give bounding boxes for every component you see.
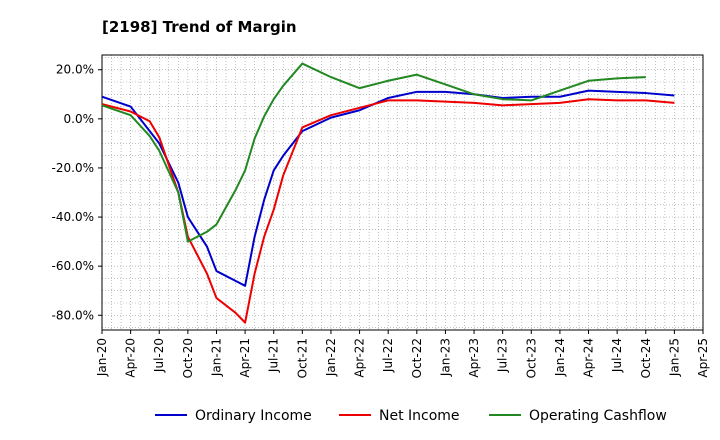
- legend-label: Ordinary Income: [195, 408, 312, 424]
- x-tick-label: Apr-24: [582, 338, 596, 378]
- x-tick-label: Apr-22: [353, 338, 367, 378]
- x-tick-label: Oct-21: [295, 338, 309, 378]
- x-tick-label: Jul-22: [381, 338, 395, 373]
- y-tick-label: 0.0%: [64, 112, 95, 126]
- x-tick-label: Jan-22: [324, 338, 338, 377]
- plot-area: 20.0% 0.0% -20.0% -40.0% -60.0% -80.0% Jan-20 A…: [52, 54, 710, 378]
- x-tick-label: Jan-23: [438, 338, 452, 377]
- y-tick-label: -40.0%: [52, 210, 94, 224]
- x-tick-label: Jul-23: [496, 338, 510, 373]
- x-tick-label: Apr-23: [467, 338, 481, 378]
- x-tick-label: Oct-24: [639, 338, 653, 378]
- x-tick-label: Apr-25: [696, 338, 710, 378]
- chart-title: [2198] Trend of Margin: [102, 18, 297, 36]
- legend-label: Net Income: [379, 408, 460, 424]
- x-tick-label: Jan-20: [95, 338, 109, 377]
- y-tick-label: -60.0%: [52, 259, 94, 273]
- x-tick-label: Jul-21: [267, 338, 281, 373]
- x-tick-label: Oct-22: [410, 338, 424, 378]
- x-tick-label: Apr-20: [124, 338, 138, 378]
- series-line-operating-cashflow: [101, 62, 646, 243]
- x-tick-label: Jan-25: [667, 338, 681, 377]
- legend-label: Operating Cashflow: [529, 408, 667, 424]
- x-tick-label: Jan-21: [209, 338, 223, 377]
- x-tick-label: Jan-24: [553, 338, 567, 377]
- y-tick-label: 20.0%: [56, 63, 94, 77]
- y-tick-label: -80.0%: [52, 308, 94, 322]
- x-tick-label: Jul-20: [152, 338, 166, 373]
- x-tick-label: Apr-21: [238, 338, 252, 378]
- x-tick-label: Oct-20: [181, 338, 195, 378]
- x-tick-label: Jul-24: [610, 338, 624, 373]
- x-tick-label: Oct-23: [524, 338, 538, 378]
- plot-frame: [101, 54, 704, 331]
- series-line-ordinary-income: [101, 89, 675, 287]
- y-tick-label: -20.0%: [52, 161, 94, 175]
- legend: Ordinary Income Net Income Operating Cashf…: [155, 408, 667, 424]
